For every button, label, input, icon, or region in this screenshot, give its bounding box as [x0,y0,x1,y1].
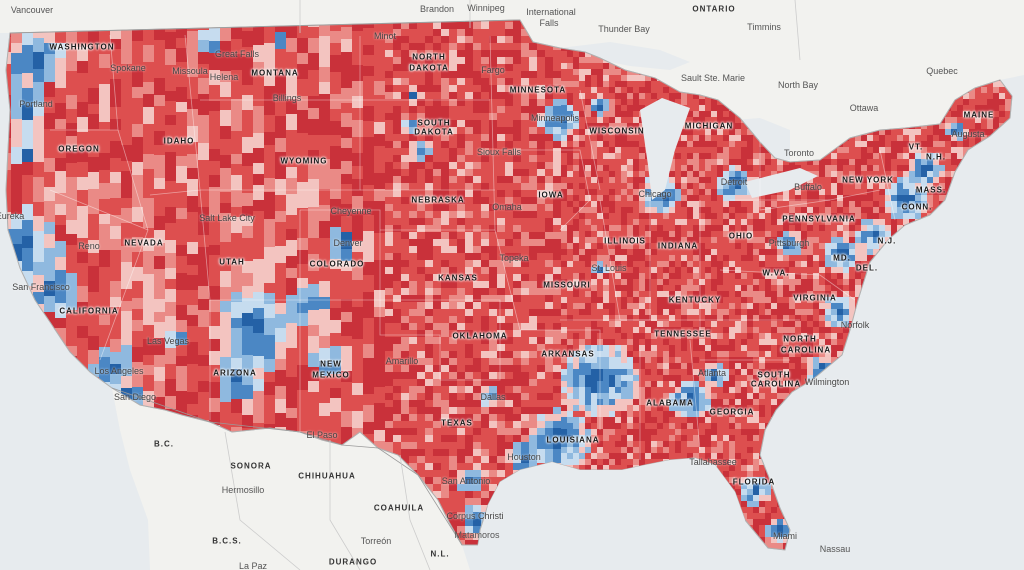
gulf-coast-water [470,458,745,570]
lake-superior [560,42,690,70]
lake-erie [745,168,818,198]
state-borders [49,34,896,460]
us-canada-border [9,19,521,34]
lake-michigan [640,98,690,200]
us-mexico-border [111,387,463,546]
baja-land [112,388,230,570]
